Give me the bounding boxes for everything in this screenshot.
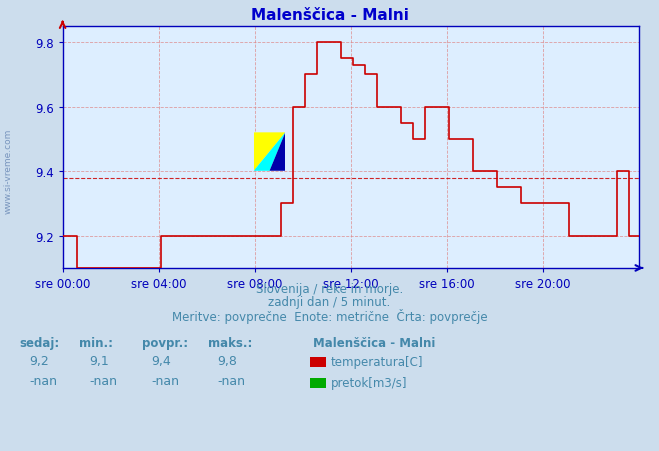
Text: povpr.:: povpr.:: [142, 336, 188, 349]
Text: -nan: -nan: [152, 375, 179, 387]
Polygon shape: [254, 133, 285, 171]
Text: www.si-vreme.com: www.si-vreme.com: [3, 129, 13, 214]
Text: -nan: -nan: [30, 375, 57, 387]
Text: maks.:: maks.:: [208, 336, 252, 349]
Text: min.:: min.:: [79, 336, 113, 349]
Text: Malenščica - Malni: Malenščica - Malni: [313, 336, 436, 349]
Text: sedaj:: sedaj:: [20, 336, 60, 349]
Text: pretok[m3/s]: pretok[m3/s]: [331, 377, 407, 389]
Text: -nan: -nan: [89, 375, 117, 387]
Text: 9,1: 9,1: [89, 354, 109, 367]
Text: -nan: -nan: [217, 375, 245, 387]
Text: 9,2: 9,2: [30, 354, 49, 367]
Text: 9,4: 9,4: [152, 354, 171, 367]
Text: Malenščica - Malni: Malenščica - Malni: [250, 8, 409, 23]
Text: Meritve: povprečne  Enote: metrične  Črta: povprečje: Meritve: povprečne Enote: metrične Črta:…: [172, 308, 487, 323]
Text: 9,8: 9,8: [217, 354, 237, 367]
Polygon shape: [270, 133, 285, 171]
Text: Slovenija / reke in morje.: Slovenija / reke in morje.: [256, 282, 403, 295]
Text: temperatura[C]: temperatura[C]: [331, 356, 423, 368]
Polygon shape: [254, 133, 285, 171]
Text: zadnji dan / 5 minut.: zadnji dan / 5 minut.: [268, 296, 391, 308]
